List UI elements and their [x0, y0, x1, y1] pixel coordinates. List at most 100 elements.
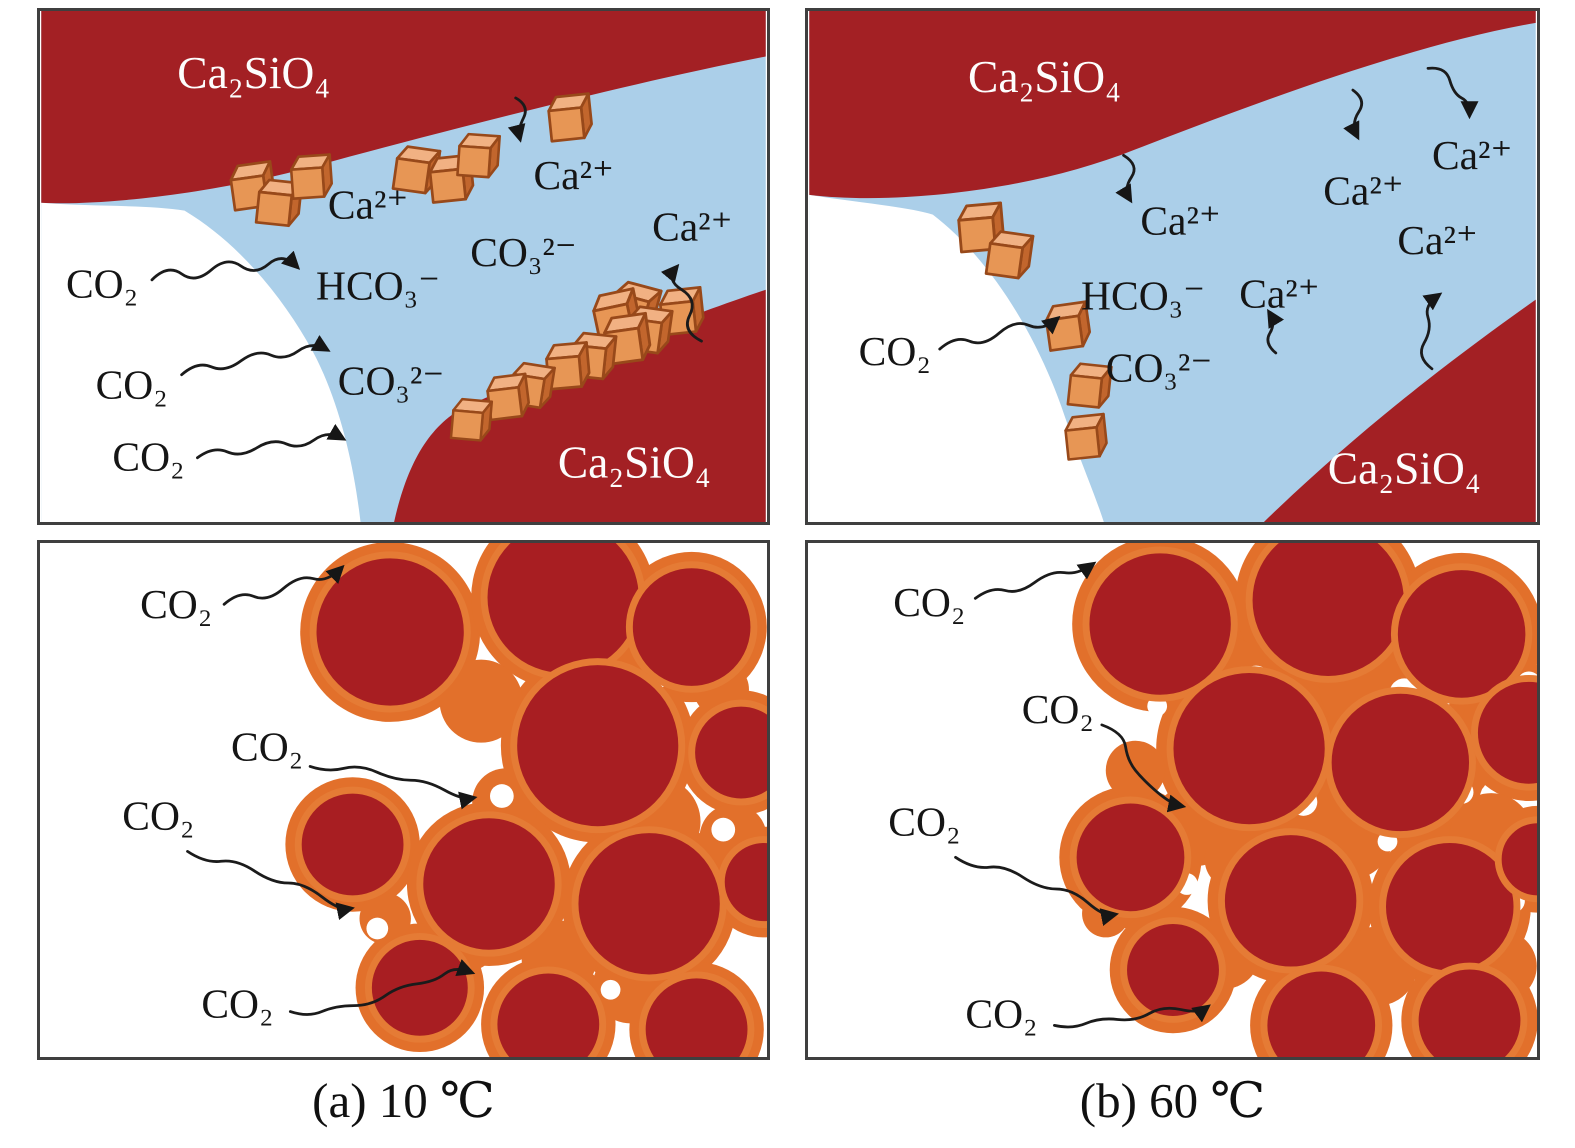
silicate-particle	[1471, 674, 1537, 791]
caption-b: (b) 60 ℃	[1079, 1073, 1266, 1128]
silicate-particle	[1069, 796, 1192, 919]
co2-label: CO₂	[140, 581, 212, 627]
silicate-region-top	[41, 11, 766, 204]
co2-diffusion-arrow	[973, 561, 1097, 600]
co2-label: CO₂	[122, 793, 194, 839]
silicate-particle	[480, 543, 646, 680]
pore-hole	[489, 784, 514, 808]
co3-label: CO₃²⁻	[338, 357, 444, 403]
silicate-particle	[490, 966, 607, 1057]
mineral-label: Ca₂SiO₄	[558, 437, 711, 488]
silicate-particle	[1411, 962, 1528, 1057]
silicate-particle	[1390, 563, 1533, 705]
co2-label: CO₂	[888, 799, 960, 845]
silicate-particle	[1217, 828, 1364, 974]
mineral-label: Ca₂SiO₄	[968, 51, 1121, 102]
pore-white-region	[809, 194, 1104, 522]
carbonate-cube	[484, 372, 532, 422]
ca-release-arrow	[1343, 88, 1364, 141]
ca-release-arrow	[507, 96, 527, 143]
co2-diffusion-arrow	[938, 315, 1061, 351]
carbonate-cube	[545, 92, 595, 143]
co2-diffusion-arrow	[1100, 723, 1187, 813]
hco3-label: HCO₃⁻	[316, 263, 440, 309]
ca-label: Ca²⁺	[1239, 271, 1319, 317]
caption-a: (a) 10 ℃	[312, 1073, 495, 1128]
ca-release-arrow	[660, 263, 703, 343]
diffusion-arrows	[150, 96, 703, 460]
co2-label: CO₂	[893, 579, 965, 625]
ca-release-arrow	[1420, 292, 1443, 371]
silicate-particles	[1069, 543, 1537, 1057]
silicate-particle	[416, 811, 562, 957]
ca-label: Ca²⁺	[1140, 197, 1220, 243]
co2-diffusion-arrow	[222, 564, 345, 606]
silicate-particle	[294, 786, 411, 903]
panel-top-right-ion-diffusion-60c: Ca₂SiO₄ Ca₂SiO₄ CO₂ HCO₃⁻ CO₃²⁻ Ca²⁺ Ca²…	[805, 8, 1540, 525]
silicate-particle	[625, 561, 758, 693]
co2-label: CO₂	[859, 328, 931, 374]
panel-bottom-right-particles-60c: CO₂ CO₂ CO₂ CO₂	[805, 540, 1540, 1060]
carbonate-cube	[449, 397, 494, 443]
ca-label: Ca²⁺	[652, 203, 732, 249]
silicate-particle	[1120, 917, 1226, 1023]
diffusion-arrows	[954, 561, 1211, 1029]
silicate-particle	[1245, 543, 1411, 683]
co2-label: CO₂	[112, 434, 184, 480]
carbonate-cube	[456, 132, 501, 180]
co2-diffusion-arrow	[1052, 1004, 1211, 1029]
silicate-particle	[571, 826, 727, 982]
hco3-label: HCO₃⁻	[1081, 272, 1205, 318]
silicate-particle	[1494, 816, 1537, 903]
mineral-label: Ca₂SiO₄	[177, 47, 330, 98]
silicate-region-bottom	[1263, 299, 1536, 522]
silicate-particle	[1324, 686, 1476, 839]
silicate-particle	[1260, 964, 1383, 1057]
co2-diffusion-arrow	[186, 850, 355, 921]
silicate-particle	[510, 658, 686, 834]
silicate-particles	[294, 543, 767, 1057]
silicate-region-bottom	[394, 289, 766, 522]
carbonate-cube	[1062, 412, 1110, 461]
pore-hole	[711, 817, 736, 842]
silicate-particle	[1082, 546, 1238, 702]
silicate-region-top	[809, 11, 1536, 199]
carbonate-cube	[289, 153, 334, 200]
co2-diffusion-arrow	[180, 334, 331, 377]
ca-release-arrow	[1115, 153, 1136, 204]
co2-diffusion-arrow	[308, 765, 478, 810]
carbonate-matrix-blob	[439, 659, 523, 743]
co2-diffusion-arrow	[954, 855, 1119, 926]
co2-label: CO₂	[201, 980, 273, 1026]
silicate-particle	[1166, 666, 1332, 832]
pore-hole	[366, 917, 389, 940]
co2-label: CO₂	[965, 990, 1037, 1036]
silicate-particle	[309, 551, 471, 713]
silicate-particle	[717, 836, 767, 928]
co3-label: CO₃²⁻	[1106, 345, 1212, 391]
co2-label: CO₂	[231, 723, 303, 769]
silicate-particle	[688, 699, 767, 806]
co2-label: CO₂	[96, 361, 168, 407]
ca-release-arrow	[1426, 66, 1479, 120]
ca-label: Ca²⁺	[1432, 132, 1512, 178]
co2-label: CO₂	[1022, 686, 1094, 732]
diffusion-arrows	[186, 564, 478, 1016]
silicate-particle	[638, 971, 755, 1057]
ca-label: Ca²⁺	[533, 152, 613, 198]
ca-release-arrow	[1266, 308, 1285, 355]
panel-bottom-left-particles-10c: CO₂ CO₂ CO₂ CO₂	[37, 540, 770, 1060]
mineral-label: Ca₂SiO₄	[1328, 442, 1481, 493]
co2-label: CO₂	[66, 261, 138, 307]
silicate-particle	[364, 932, 475, 1043]
co3-label: CO₃²⁻	[470, 229, 576, 275]
ca-label: Ca²⁺	[1323, 168, 1403, 214]
co2-diffusion-arrow	[150, 250, 301, 282]
diffusion-arrows	[938, 66, 1479, 371]
co2-diffusion-arrow	[196, 423, 347, 460]
ca-label: Ca²⁺	[328, 182, 408, 228]
pore-hole	[600, 979, 621, 1000]
co2-diffusion-arrow	[288, 959, 476, 1016]
ca-label: Ca²⁺	[1397, 217, 1477, 263]
